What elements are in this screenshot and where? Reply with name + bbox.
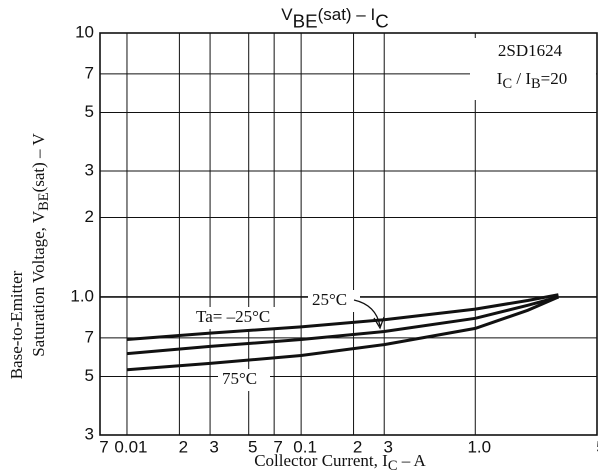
curve <box>126 295 559 372</box>
curve-label: 25°C <box>312 290 347 309</box>
annotation-bg <box>470 38 596 100</box>
chart-title: VBE(sat) – IC <box>281 5 388 31</box>
annotation-part: 2SD1624 <box>498 41 563 60</box>
chart-title-part: C <box>375 11 389 32</box>
chart-title-part: BE <box>293 11 318 32</box>
annotation: IC / IB=20 <box>497 69 567 93</box>
y-tick-label: 3 <box>85 161 94 180</box>
curve-label-bg <box>308 290 360 312</box>
y-axis-label-part: Base-to-Emitter <box>7 270 26 379</box>
annotation-part: I <box>497 69 503 88</box>
x-tick-label: 5 <box>248 437 257 456</box>
x-axis-label-part: Collector Current, I <box>254 451 388 470</box>
y-axis-label: Base-to-Emitter <box>7 270 26 379</box>
curve-label: Ta= –25°C <box>196 307 270 326</box>
x-axis-label-part: C <box>388 458 398 472</box>
curve-label-bg <box>218 369 270 391</box>
y-axis-label-part: BE <box>36 192 52 211</box>
annotation-part: =20 <box>541 69 568 88</box>
x-tick-label: 3 <box>209 437 218 456</box>
curve <box>126 295 559 356</box>
y-tick-label: 7 <box>85 327 94 346</box>
x-tick-label: 5 <box>596 437 598 456</box>
arrow <box>353 299 385 330</box>
y-tick-label: 10 <box>75 22 94 41</box>
x-axis-label-part: – A <box>397 451 426 470</box>
y-tick-label: 5 <box>85 102 94 121</box>
y-axis-label-part: Saturation Voltage, V <box>29 210 48 357</box>
plot-frame <box>99 32 598 436</box>
annotation-part: C <box>502 76 512 92</box>
curve-label-bg <box>192 307 298 329</box>
x-tick-label: 0.1 <box>293 437 317 456</box>
chart-title-part: V <box>281 5 293 24</box>
y-tick-label: 1.0 <box>70 286 94 305</box>
x-tick-label: 2 <box>179 437 188 456</box>
x-axis-label: Collector Current, IC – A <box>254 451 426 472</box>
y-axis-label-part: (sat) – V <box>29 133 48 193</box>
x-tick-label: 1.0 <box>467 437 491 456</box>
annotation: 2SD1624 <box>498 41 563 60</box>
annotation-part: B <box>531 76 541 92</box>
x-tick-label: 7 <box>99 437 108 456</box>
y-tick-label: 2 <box>85 207 94 226</box>
annotation-part: / I <box>512 69 531 88</box>
y-axis-label: Saturation Voltage, VBE(sat) – V <box>29 133 53 357</box>
curve <box>126 293 559 341</box>
y-tick-label: 3 <box>85 424 94 443</box>
x-tick-label: 7 <box>273 437 282 456</box>
chart-title-part: (sat) – I <box>318 5 376 24</box>
y-tick-label: 5 <box>85 366 94 385</box>
x-tick-label: 2 <box>353 437 362 456</box>
curve-label: 75°C <box>222 369 257 388</box>
x-tick-label: 0.01 <box>114 437 147 456</box>
y-tick-label: 7 <box>85 63 94 82</box>
x-tick-label: 3 <box>383 437 392 456</box>
